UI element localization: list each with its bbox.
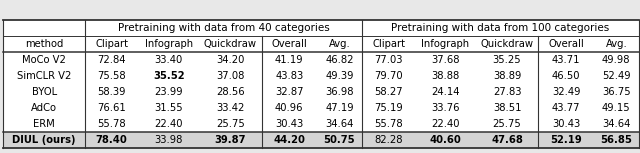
Text: Overall: Overall bbox=[548, 39, 584, 49]
Text: 50.75: 50.75 bbox=[324, 135, 355, 145]
Text: 33.76: 33.76 bbox=[431, 103, 460, 113]
Text: 52.49: 52.49 bbox=[602, 71, 630, 81]
Text: 43.77: 43.77 bbox=[552, 103, 580, 113]
Text: 34.20: 34.20 bbox=[216, 55, 244, 65]
Text: 52.19: 52.19 bbox=[550, 135, 582, 145]
Text: 33.98: 33.98 bbox=[154, 135, 183, 145]
Text: 40.60: 40.60 bbox=[429, 135, 461, 145]
Text: 75.19: 75.19 bbox=[374, 103, 403, 113]
Text: 35.25: 35.25 bbox=[493, 55, 522, 65]
Text: 27.83: 27.83 bbox=[493, 87, 522, 97]
Text: 75.58: 75.58 bbox=[97, 71, 126, 81]
Text: 47.19: 47.19 bbox=[325, 103, 354, 113]
Text: 49.39: 49.39 bbox=[325, 71, 354, 81]
Text: 22.40: 22.40 bbox=[431, 119, 460, 129]
Text: Clipart: Clipart bbox=[372, 39, 405, 49]
Text: SimCLR V2: SimCLR V2 bbox=[17, 71, 71, 81]
Text: 55.78: 55.78 bbox=[374, 119, 403, 129]
Text: DIUL (ours): DIUL (ours) bbox=[12, 135, 76, 145]
Text: 33.40: 33.40 bbox=[154, 55, 183, 65]
Text: 24.14: 24.14 bbox=[431, 87, 460, 97]
Text: 38.51: 38.51 bbox=[493, 103, 522, 113]
Text: 35.52: 35.52 bbox=[153, 71, 184, 81]
Text: 36.98: 36.98 bbox=[325, 87, 354, 97]
Text: 39.87: 39.87 bbox=[214, 135, 246, 145]
Text: 38.89: 38.89 bbox=[493, 71, 521, 81]
Text: MoCo V2: MoCo V2 bbox=[22, 55, 66, 65]
Text: Overall: Overall bbox=[271, 39, 307, 49]
Text: AdCo: AdCo bbox=[31, 103, 57, 113]
Text: 78.40: 78.40 bbox=[96, 135, 127, 145]
Text: 82.28: 82.28 bbox=[374, 135, 403, 145]
Text: 49.15: 49.15 bbox=[602, 103, 630, 113]
Text: 25.75: 25.75 bbox=[216, 119, 244, 129]
Text: 34.64: 34.64 bbox=[325, 119, 354, 129]
Text: 46.50: 46.50 bbox=[552, 71, 580, 81]
Text: 40.96: 40.96 bbox=[275, 103, 303, 113]
Text: 28.56: 28.56 bbox=[216, 87, 244, 97]
Text: 43.83: 43.83 bbox=[275, 71, 303, 81]
Text: 33.42: 33.42 bbox=[216, 103, 244, 113]
Text: ERM: ERM bbox=[33, 119, 55, 129]
Text: Quickdraw: Quickdraw bbox=[204, 39, 257, 49]
Text: 34.64: 34.64 bbox=[602, 119, 630, 129]
Text: 76.61: 76.61 bbox=[97, 103, 126, 113]
Text: 49.98: 49.98 bbox=[602, 55, 630, 65]
Text: 55.78: 55.78 bbox=[97, 119, 126, 129]
Text: 25.75: 25.75 bbox=[493, 119, 522, 129]
Text: 38.88: 38.88 bbox=[431, 71, 460, 81]
Text: Infograph: Infograph bbox=[421, 39, 470, 49]
Text: BYOL: BYOL bbox=[31, 87, 57, 97]
Text: 72.84: 72.84 bbox=[97, 55, 126, 65]
Text: 47.68: 47.68 bbox=[491, 135, 523, 145]
Text: 58.27: 58.27 bbox=[374, 87, 403, 97]
Text: 32.87: 32.87 bbox=[275, 87, 303, 97]
Text: method: method bbox=[25, 39, 63, 49]
Text: 56.85: 56.85 bbox=[600, 135, 632, 145]
Text: Avg.: Avg. bbox=[605, 39, 627, 49]
Text: 37.08: 37.08 bbox=[216, 71, 244, 81]
Text: Clipart: Clipart bbox=[95, 39, 128, 49]
Text: 44.20: 44.20 bbox=[273, 135, 305, 145]
Text: 31.55: 31.55 bbox=[154, 103, 183, 113]
Text: Infograph: Infograph bbox=[145, 39, 193, 49]
Text: 41.19: 41.19 bbox=[275, 55, 303, 65]
Text: 30.43: 30.43 bbox=[552, 119, 580, 129]
Text: Quickdraw: Quickdraw bbox=[481, 39, 534, 49]
Text: 46.82: 46.82 bbox=[325, 55, 354, 65]
Text: 22.40: 22.40 bbox=[154, 119, 183, 129]
Text: 79.70: 79.70 bbox=[374, 71, 403, 81]
Text: 37.68: 37.68 bbox=[431, 55, 460, 65]
Text: 23.99: 23.99 bbox=[154, 87, 183, 97]
Text: Pretraining with data from 100 categories: Pretraining with data from 100 categorie… bbox=[391, 23, 609, 33]
Text: 36.75: 36.75 bbox=[602, 87, 630, 97]
Text: 77.03: 77.03 bbox=[374, 55, 403, 65]
Text: 58.39: 58.39 bbox=[97, 87, 126, 97]
Text: 32.49: 32.49 bbox=[552, 87, 580, 97]
Text: Avg.: Avg. bbox=[328, 39, 350, 49]
Text: Pretraining with data from 40 categories: Pretraining with data from 40 categories bbox=[118, 23, 330, 33]
Text: 43.71: 43.71 bbox=[552, 55, 580, 65]
Text: 30.43: 30.43 bbox=[275, 119, 303, 129]
